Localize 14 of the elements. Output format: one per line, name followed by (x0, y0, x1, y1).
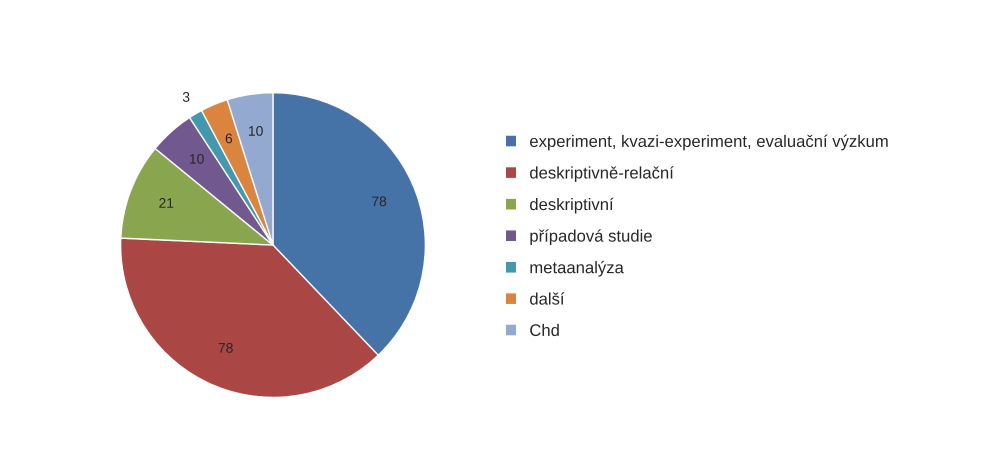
legend-label: deskriptivní (530, 198, 614, 214)
legend-label: případová studie (530, 229, 652, 246)
legend-label: metaanalýza (530, 260, 624, 277)
data-label: 10 (248, 126, 263, 136)
legend-label: Chd (530, 324, 559, 336)
data-label: 78 (218, 342, 233, 353)
legend-label: experiment, kvazi-experiment, evaluační výzkum (530, 134, 888, 150)
data-label: 3 (182, 92, 190, 102)
legend-label: deskriptivně-relační (530, 166, 674, 182)
data-label: 21 (159, 198, 174, 208)
data-label: 78 (372, 196, 386, 206)
legend-label: další (530, 292, 564, 305)
data-label: 10 (190, 154, 204, 164)
data-label: 6 (226, 134, 232, 144)
